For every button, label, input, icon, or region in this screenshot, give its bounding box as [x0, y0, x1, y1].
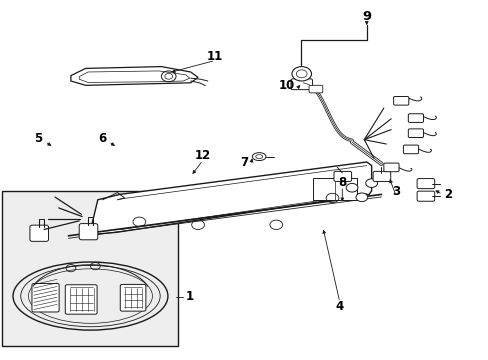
Text: 8: 8: [338, 176, 346, 189]
FancyBboxPatch shape: [333, 171, 351, 181]
Text: 10: 10: [278, 79, 294, 92]
Text: 12: 12: [194, 149, 211, 162]
Text: 2: 2: [443, 188, 451, 201]
FancyBboxPatch shape: [65, 285, 97, 314]
Text: 7: 7: [240, 156, 248, 169]
FancyBboxPatch shape: [32, 284, 59, 312]
Circle shape: [365, 179, 377, 188]
Text: 6: 6: [98, 132, 106, 145]
FancyBboxPatch shape: [403, 145, 418, 154]
Text: 1: 1: [185, 291, 194, 303]
FancyBboxPatch shape: [30, 225, 48, 241]
Circle shape: [291, 67, 311, 81]
FancyBboxPatch shape: [372, 171, 390, 181]
FancyBboxPatch shape: [383, 163, 398, 172]
FancyBboxPatch shape: [416, 179, 434, 189]
Polygon shape: [90, 162, 371, 234]
FancyBboxPatch shape: [290, 79, 312, 90]
FancyBboxPatch shape: [120, 284, 145, 311]
FancyBboxPatch shape: [308, 85, 322, 93]
Text: 3: 3: [391, 185, 399, 198]
FancyBboxPatch shape: [407, 129, 423, 138]
FancyBboxPatch shape: [393, 96, 408, 105]
Text: 4: 4: [335, 300, 343, 313]
Bar: [312, 178, 356, 200]
Bar: [2, 191, 178, 346]
Circle shape: [355, 193, 367, 202]
Text: 5: 5: [34, 132, 42, 145]
FancyBboxPatch shape: [407, 114, 423, 122]
Circle shape: [346, 184, 357, 192]
Text: 9: 9: [362, 10, 370, 23]
Text: 11: 11: [206, 50, 223, 63]
FancyBboxPatch shape: [79, 224, 98, 240]
FancyBboxPatch shape: [416, 191, 434, 201]
